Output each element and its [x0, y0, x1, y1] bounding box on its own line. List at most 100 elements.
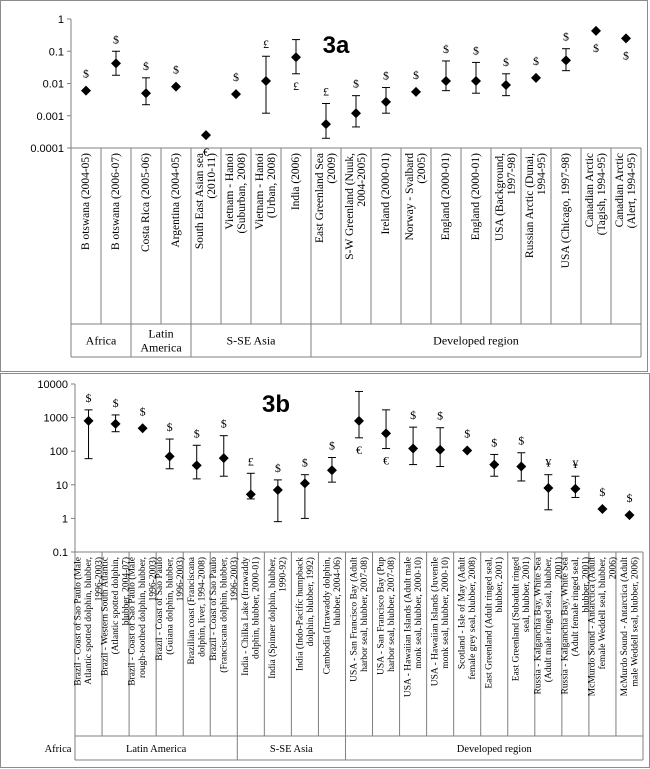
data-point	[411, 86, 421, 97]
data-point	[351, 108, 361, 119]
x-tick-label-line: Atlantic spotted dolphin, blubber,	[84, 557, 94, 685]
data-point	[81, 85, 91, 96]
x-tick-label-line: USA - San Francisco Bay (Adult	[348, 557, 359, 682]
data-point	[381, 96, 391, 107]
currency-marker: $	[221, 417, 227, 431]
x-tick-label-line: 1996-2003)	[229, 557, 240, 601]
y-tick-label: 1	[62, 513, 68, 525]
currency-marker: $	[503, 55, 509, 69]
x-tick-label-line: (2009)	[326, 153, 338, 184]
data-point	[462, 445, 473, 456]
x-tick-label: Canadian Arctic (Tagish, 1994-95)	[584, 153, 608, 235]
x-tick-label-line: England (2000-01)	[470, 153, 482, 240]
y-tick-label: 0.1	[49, 46, 64, 58]
x-tick-label-line: (Alert, 1994-95)	[626, 153, 638, 229]
x-tick-label: India (2006)	[290, 153, 302, 210]
x-tick-label-line: B otswana (2004-05)	[80, 153, 92, 250]
x-tick-label: USA (Background, 1997-98)	[494, 153, 518, 241]
chart-panel-3a: 3a 1 0.1 0.01 0.001 0.0001 B otswana (2004-05)…	[0, 0, 648, 372]
currency-marker: €	[356, 443, 362, 457]
currency-marker: $	[83, 67, 89, 81]
data-point	[326, 465, 337, 476]
x-tick-label-line: East Greenland (Adult ringed seal,	[484, 557, 495, 689]
x-tick-label-line: Canadian Arctic	[584, 153, 596, 227]
x-tick-label: Ireland (2000-01)	[380, 153, 392, 235]
x-tick-label-line: (Tagish, 1994-95)	[596, 153, 608, 235]
x-tick-label-line: harbor seal, blubber, 2007-08)	[386, 557, 397, 672]
x-tick-label-line: rough-toothed dolphin, blubber,	[138, 557, 148, 678]
x-tick-label-line: Russia - Kalganchia Bay, White Sea	[561, 556, 571, 694]
x-tick-label-line: blubber, 2001)	[581, 557, 592, 613]
group-label: Africa	[45, 744, 72, 755]
currency-marker: €	[203, 145, 209, 159]
x-tick-label: Norway - Svalbard (2005)	[404, 153, 428, 241]
x-tick-label: USA - Hawaiian Islands (Juvenile monk sea…	[430, 557, 452, 686]
data-point	[110, 418, 121, 429]
x-tick-label: South East Asian sea (2010-11)	[194, 153, 218, 249]
x-tick-label: S-W Greenland (Nuuk, 2004-2005)	[344, 153, 368, 260]
data-point	[621, 33, 631, 44]
x-tick-label: India (Indo-Pacific humpback dolphin, blu…	[294, 557, 316, 671]
currency-marker: $	[173, 63, 179, 77]
chart-title: 3a	[323, 32, 350, 59]
x-tick-label-line: 1997-98)	[506, 153, 518, 195]
x-tick-label: USA - San Francisco Bay (Pup harbor seal,…	[375, 557, 397, 675]
x-tick-label-line: 1996-2003)	[94, 557, 105, 601]
chart-panel-3b: 3b 10000 1000 100 10 1 0.1 Brazil - Coast of Sa…	[0, 373, 650, 768]
data-point	[531, 72, 541, 83]
x-tick-label-line: (Franciscana dolphin, blubber,	[218, 557, 229, 673]
currency-marker: $	[113, 32, 119, 46]
data-point	[501, 79, 511, 90]
currency-marker: $	[593, 41, 599, 55]
currency-marker: $	[533, 54, 539, 68]
currency-marker: $	[143, 59, 149, 73]
currency-marker: £	[248, 454, 254, 468]
group-label: Latin America	[126, 744, 187, 755]
x-tick-label: Argentina (2004-05)	[170, 153, 182, 248]
x-tick-label: Brazil - Coast of Sao Paulo (Guiana dolph…	[154, 557, 186, 661]
data-point	[218, 453, 229, 464]
x-tick-label: England (2000-01)	[470, 153, 482, 240]
x-tick-label: Canadian Arctic (Alert, 1994-95)	[614, 153, 638, 229]
currency-marker: $	[302, 456, 308, 470]
currency-marker: $	[518, 434, 524, 448]
group-label: Africa	[86, 334, 117, 348]
x-tick-label-line: (Atlantic spotted dolphin,	[110, 557, 121, 654]
x-tick-label-line: Brazil - Coast of Sao Paulo (Male	[127, 557, 138, 686]
currency-marker: £	[323, 84, 329, 98]
x-tick-label-line: dolphin, liver, 1994-2008)	[197, 557, 208, 657]
x-tick-label-line: Brazil - Coast of Sao Paulo	[154, 557, 165, 661]
currency-marker: $	[413, 68, 419, 82]
x-tick-label: USA (Chicago, 1997-98)	[560, 153, 572, 268]
currency-marker: $	[626, 491, 632, 505]
x-tick-label-line: USA (Background,	[494, 153, 506, 241]
data-point	[516, 461, 527, 472]
currency-marker: $	[623, 48, 629, 62]
data-point	[261, 75, 271, 86]
data-point	[624, 510, 635, 521]
data-point	[137, 423, 148, 434]
x-tick-label: Scotland - Isle of May (Adult female grey…	[457, 557, 479, 680]
x-tick-label-line: East Greenland (Subadult ringed	[511, 557, 522, 682]
data-point	[489, 459, 500, 470]
data-point	[191, 460, 202, 471]
currency-marker: $	[233, 70, 239, 84]
data-point	[111, 58, 121, 69]
x-tick-label-line: dolphin, blubber, 2000-01)	[251, 557, 262, 659]
x-tick-label: Brazil - Western South Atlantic (Atlantic…	[101, 557, 132, 676]
chart-title: 3b	[262, 391, 290, 418]
y-tick-label: 100	[50, 446, 68, 458]
x-tick-label-line: 1994-95)	[536, 153, 548, 195]
data-point	[299, 478, 310, 489]
currency-marker: €	[383, 454, 389, 468]
x-tick-label: East Greenland (Subadult ringed seal, blu…	[511, 557, 533, 682]
x-tick-label-line: female grey seal, blubber, 2008)	[467, 557, 478, 680]
x-tick-label: Cambodia (Irrawaddy dolphin, blubber, 200…	[321, 557, 343, 674]
x-tick-label-line: blubber, 2004-07)	[121, 557, 132, 625]
x-tick-label-line: monk seal, blubber, 2000-10)	[413, 557, 424, 669]
data-point	[272, 485, 283, 496]
x-tick-label-line: East Greenland Sea	[314, 153, 326, 243]
x-tick-label-line: (Adult female ringed seal,	[570, 557, 581, 656]
x-tick-label: Russian Arctic (Dunai, 1994-95)	[524, 153, 548, 258]
x-tick-label: Russia - Kalganchia Bay, White Sea (Adult…	[533, 556, 564, 694]
